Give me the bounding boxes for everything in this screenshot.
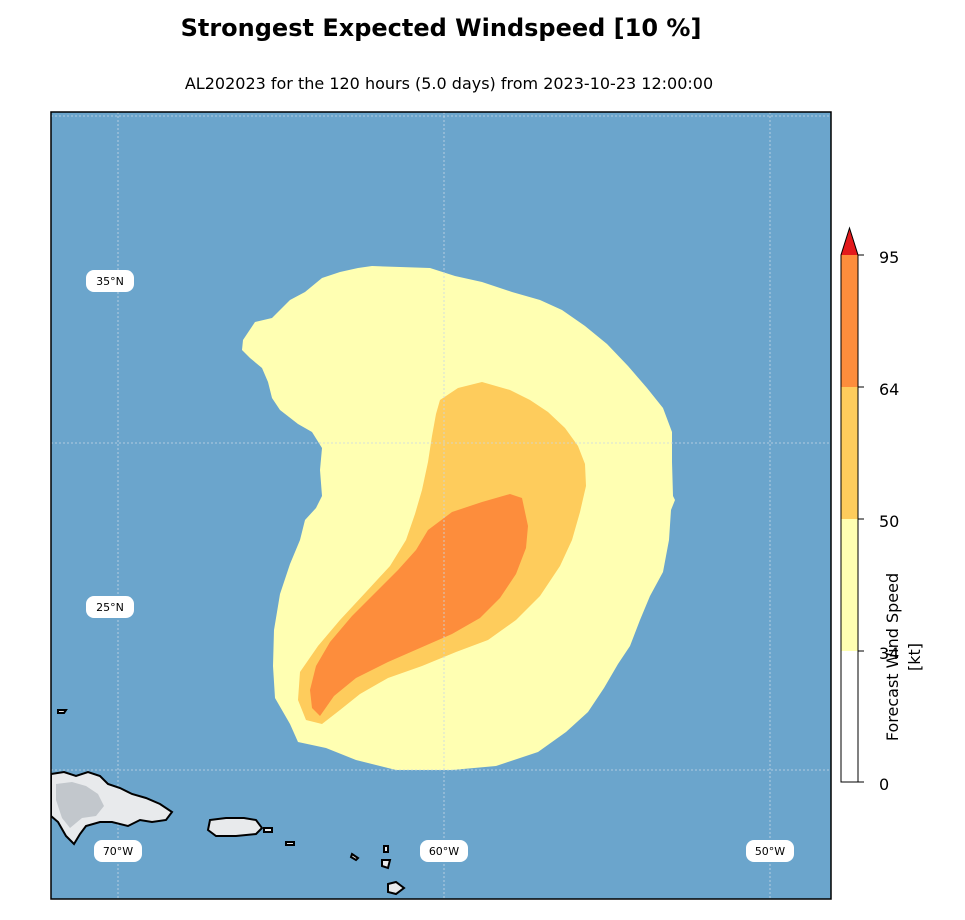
coordinate-labels: 35°N 25°N 70°W 60°W 50°W	[86, 270, 794, 862]
hispaniola-interior	[56, 782, 104, 828]
lat-label-25n: 25°N	[96, 601, 124, 614]
colorbar-tick-34: 34	[879, 644, 899, 663]
colorbar-tick-0: 0	[879, 775, 889, 794]
map-area: 35°N 25°N 70°W 60°W 50°W	[51, 112, 831, 899]
island-anguilla	[285, 841, 295, 846]
puerto-rico-island	[206, 817, 264, 837]
colorbar-tick-50: 50	[879, 512, 899, 531]
island-vi	[263, 827, 273, 833]
colorbar-segment-50-64	[841, 387, 858, 519]
island-antigua	[349, 852, 360, 862]
colorbar-segment-0-34	[841, 651, 858, 782]
colorbar-tick-95: 95	[879, 248, 899, 267]
map-frame	[50, 111, 832, 900]
colorbar-segment-64-95	[841, 255, 858, 387]
island-dominica	[387, 880, 406, 896]
lat-label-35n: 35°N	[96, 275, 124, 288]
colorbar-extend-arrow	[841, 228, 858, 255]
wind-contour-64kt	[310, 494, 528, 716]
gridlines	[51, 112, 831, 899]
island-turks	[57, 709, 68, 714]
lon-label-60w: 60°W	[429, 845, 459, 858]
island-barbuda	[383, 845, 389, 853]
plot-subtitle: AL202023 for the 120 hours (5.0 days) fr…	[184, 74, 714, 93]
plot-title: Strongest Expected Windspeed [10 %]	[180, 14, 702, 42]
lon-label-70w: 70°W	[103, 845, 133, 858]
coastlines	[51, 709, 406, 896]
colorbar-label: Forecast Wind Speed [kt]	[883, 572, 924, 742]
colorbar-outline	[840, 226, 859, 783]
colorbar: 0 34 50 64 95	[840, 226, 899, 794]
colorbar-segment-34-50	[841, 519, 858, 651]
colorbar-tick-64: 64	[879, 380, 899, 399]
island-guadeloupe	[381, 859, 392, 870]
lon-label-50w: 50°W	[755, 845, 785, 858]
